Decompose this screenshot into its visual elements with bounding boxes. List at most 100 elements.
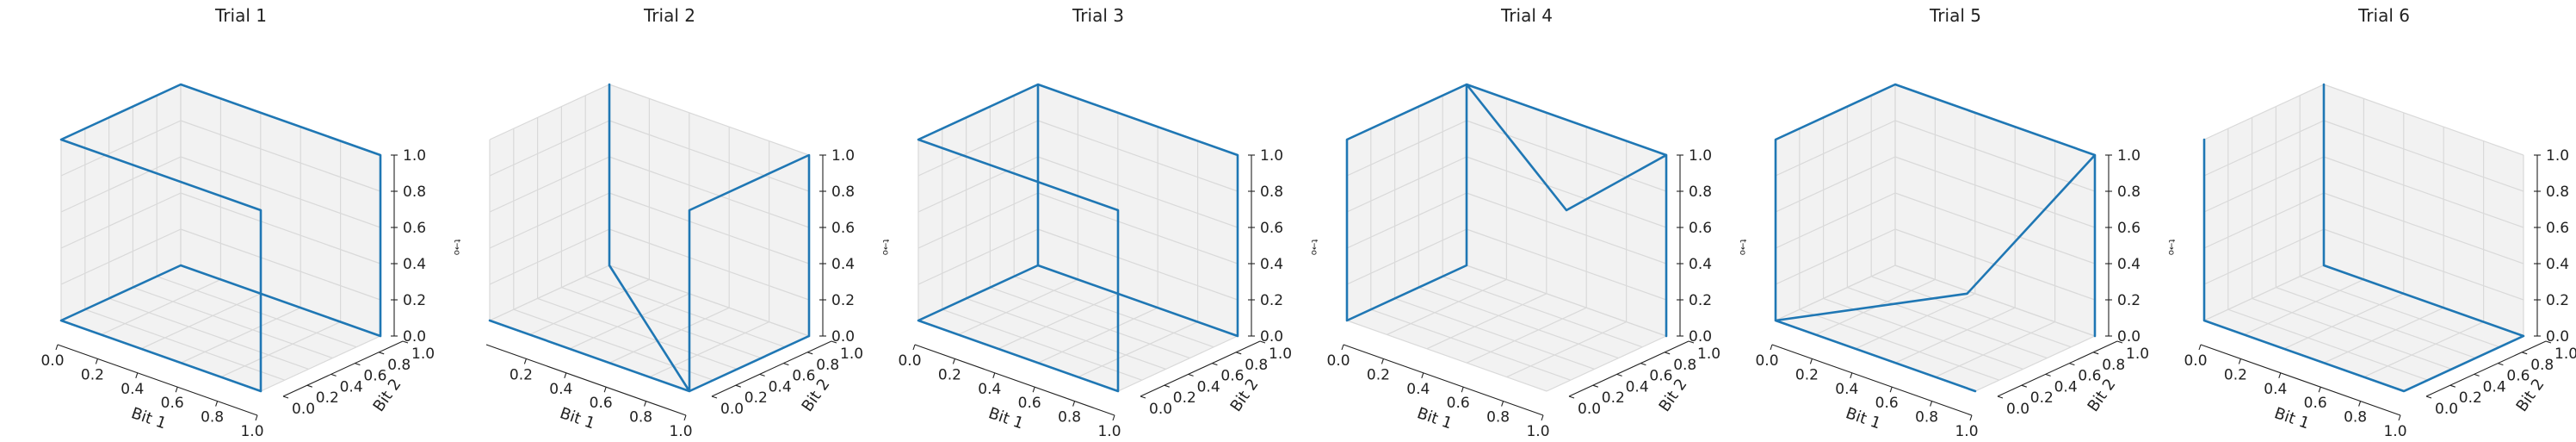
floor-pane	[1776, 265, 2095, 391]
y-tick-mark	[379, 352, 385, 355]
grid-line	[2203, 192, 2325, 249]
y-tick-label: 0.2	[1173, 389, 1196, 407]
grid-line	[1775, 156, 1896, 213]
grid-line	[2300, 276, 2500, 348]
y-tick-mark	[2069, 363, 2075, 366]
y-tick-mark	[807, 352, 813, 355]
y-tick-mark	[711, 395, 718, 399]
grid-line	[1466, 228, 1667, 301]
grid-line	[942, 308, 1142, 381]
x-tick-mark	[1889, 387, 1893, 393]
y-tick-label: 0.8	[2530, 357, 2554, 374]
y-tick-mark	[831, 340, 837, 344]
x-tick-mark	[564, 372, 567, 378]
x-tick-mark	[2398, 414, 2401, 421]
z-tick-label: 0.8	[2117, 184, 2140, 201]
y-tick-mark	[2498, 363, 2504, 366]
trajectory-line	[1774, 83, 2097, 393]
y-tick-label: 0.2	[316, 389, 339, 407]
grid-line	[1871, 276, 2072, 348]
x-tick-mark	[1072, 401, 1076, 407]
x-tick-label: 0.2	[510, 366, 533, 383]
x-tick-mark	[1032, 387, 1035, 393]
y-tick-label: 0.4	[340, 378, 363, 395]
x-tick-label: 0.2	[938, 366, 961, 383]
y-tick-mark	[1140, 395, 1146, 399]
y-tick-mark	[306, 384, 312, 388]
grid-line	[1894, 265, 2096, 337]
grid-line	[1346, 156, 1467, 213]
y-tick-mark	[282, 395, 289, 399]
z-tick-label: 0.6	[831, 220, 855, 237]
grid-line	[537, 297, 738, 370]
x-tick-mark	[2198, 344, 2202, 351]
y-tick-mark	[759, 373, 765, 377]
x-tick-label: 0.8	[1915, 409, 1938, 426]
y-tick-label: 0.2	[2459, 389, 2482, 407]
x-tick-label: 1.0	[1955, 423, 1978, 440]
x-tick-label: 0.6	[1018, 395, 1041, 412]
z-tick-label: 0.4	[1689, 256, 1712, 273]
z-tick-label: 0.2	[1689, 292, 1712, 309]
grid-line	[1387, 278, 1507, 335]
grid-line	[917, 192, 1039, 249]
y-tick-mark	[2425, 395, 2432, 399]
left-wall-pane	[2204, 84, 2324, 321]
grid-line	[1466, 156, 1667, 228]
grid-line	[1894, 307, 2016, 364]
grid-line	[561, 287, 762, 359]
x-axis-line	[2200, 344, 2401, 416]
y-tick-label: 0.4	[2054, 378, 2078, 395]
z-tick-label: 0.8	[2546, 184, 2569, 201]
subplot-title: Trial 1	[214, 5, 267, 26]
z-tick-label: 0.4	[1260, 256, 1283, 273]
x-tick-label: 0.2	[81, 366, 104, 383]
y-tick-label: 1.0	[1269, 346, 1292, 363]
grid-line	[489, 156, 610, 213]
grid-line	[1775, 192, 1896, 249]
y-tick-mark	[1592, 384, 1598, 388]
x-tick-label: 0.0	[898, 352, 921, 370]
x-axis-line	[1343, 344, 1544, 416]
y-tick-label: 0.2	[744, 389, 768, 407]
grid-line	[489, 265, 610, 321]
subplot-title: Trial 4	[1500, 5, 1553, 26]
grid-line	[585, 276, 786, 348]
y-tick-label: 0.0	[1578, 401, 1601, 418]
x-tick-label: 0.6	[2304, 395, 2327, 412]
x-tick-mark	[95, 358, 98, 364]
x-tick-label: 0.4	[1835, 381, 1858, 398]
y-tick-label: 0.6	[2506, 368, 2530, 385]
x-tick-mark	[1501, 401, 1504, 407]
z-tick-label: 0.6	[2117, 220, 2140, 237]
grid-line	[1037, 228, 1239, 301]
z-tick-label: 0.2	[403, 292, 426, 309]
y-tick-mark	[1665, 352, 1671, 355]
z-tick-label: 0.0	[2546, 328, 2569, 346]
y-tick-label: 0.4	[1197, 378, 1220, 395]
x-tick-label: 0.4	[120, 381, 144, 398]
y-tick-mark	[2093, 352, 2099, 355]
grid-line	[2323, 156, 2524, 228]
x-tick-label: 0.4	[978, 381, 1001, 398]
grid-line	[1466, 265, 1667, 337]
x-tick-label: 1.0	[1526, 423, 1549, 440]
grid-line	[608, 265, 810, 337]
y-tick-mark	[402, 340, 409, 344]
y-tick-label: 1.0	[2126, 346, 2149, 363]
x-tick-label: 0.2	[1795, 366, 1819, 383]
y-axis-line	[1997, 340, 2118, 397]
x-tick-label: 0.8	[1486, 409, 1510, 426]
x-tick-mark	[523, 358, 527, 364]
grid-line	[513, 308, 713, 381]
y-tick-label: 0.0	[292, 401, 315, 418]
y-tick-label: 0.6	[1220, 368, 1244, 385]
x-tick-mark	[1421, 372, 1424, 378]
z-tick-label: 1.0	[2117, 147, 2140, 165]
grid-line	[1037, 156, 1239, 228]
grid-line	[608, 156, 810, 228]
x-tick-label: 1.0	[669, 423, 692, 440]
y-tick-label: 0.8	[387, 357, 411, 374]
